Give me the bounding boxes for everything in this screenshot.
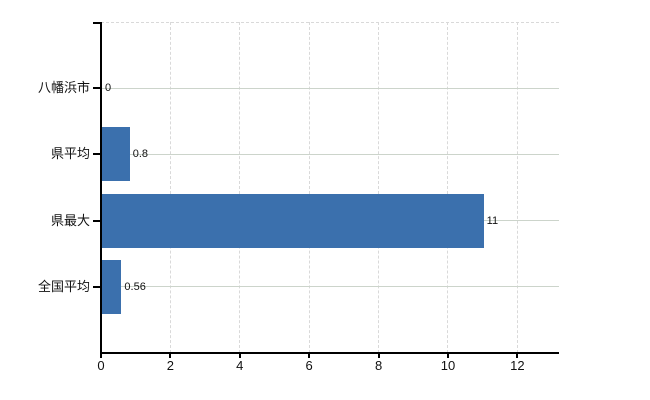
vertical-gridline (308, 22, 310, 353)
bar (102, 259, 122, 314)
y-axis-tick (93, 219, 101, 222)
x-tick-label: 4 (236, 358, 244, 373)
value-label: 11 (486, 214, 499, 227)
y-axis-end-tick (93, 22, 101, 24)
value-label: 0.56 (124, 280, 146, 293)
x-tick-label: 0 (97, 358, 105, 373)
vertical-gridline (239, 22, 241, 353)
vertical-gridline (516, 22, 518, 353)
x-axis-tick (238, 353, 241, 358)
horizontal-gridline (101, 153, 559, 155)
x-axis-tick (446, 353, 449, 358)
horizontal-gridline (101, 286, 559, 288)
x-axis-tick (169, 353, 172, 358)
x-axis-tick (377, 353, 380, 358)
x-tick-label: 2 (166, 358, 174, 373)
category-label: 県最大 (50, 212, 90, 228)
category-label: 県平均 (50, 146, 90, 162)
x-axis-tick (100, 353, 102, 358)
vertical-gridline (378, 22, 380, 353)
value-label: 0 (105, 82, 112, 95)
y-axis-line (100, 22, 102, 353)
y-axis-tick (93, 87, 101, 90)
category-label: 全国平均 (37, 278, 90, 294)
x-tick-label: 12 (510, 358, 525, 373)
value-label: 0.8 (132, 148, 149, 161)
horizontal-gridline (101, 87, 559, 89)
y-axis-tick (93, 153, 101, 156)
x-tick-label: 6 (305, 358, 313, 373)
x-axis-tick (516, 353, 519, 358)
vertical-gridline (169, 22, 171, 353)
x-tick-label: 10 (440, 358, 456, 373)
plot-top-border (101, 22, 559, 23)
x-axis-tick (308, 353, 311, 358)
vertical-gridline (447, 22, 449, 353)
y-axis-tick (93, 285, 101, 288)
bar (102, 193, 484, 248)
category-label: 八幡浜市 (37, 80, 90, 96)
x-tick-label: 8 (374, 358, 383, 373)
x-axis-line (101, 352, 559, 354)
bar (102, 127, 130, 182)
